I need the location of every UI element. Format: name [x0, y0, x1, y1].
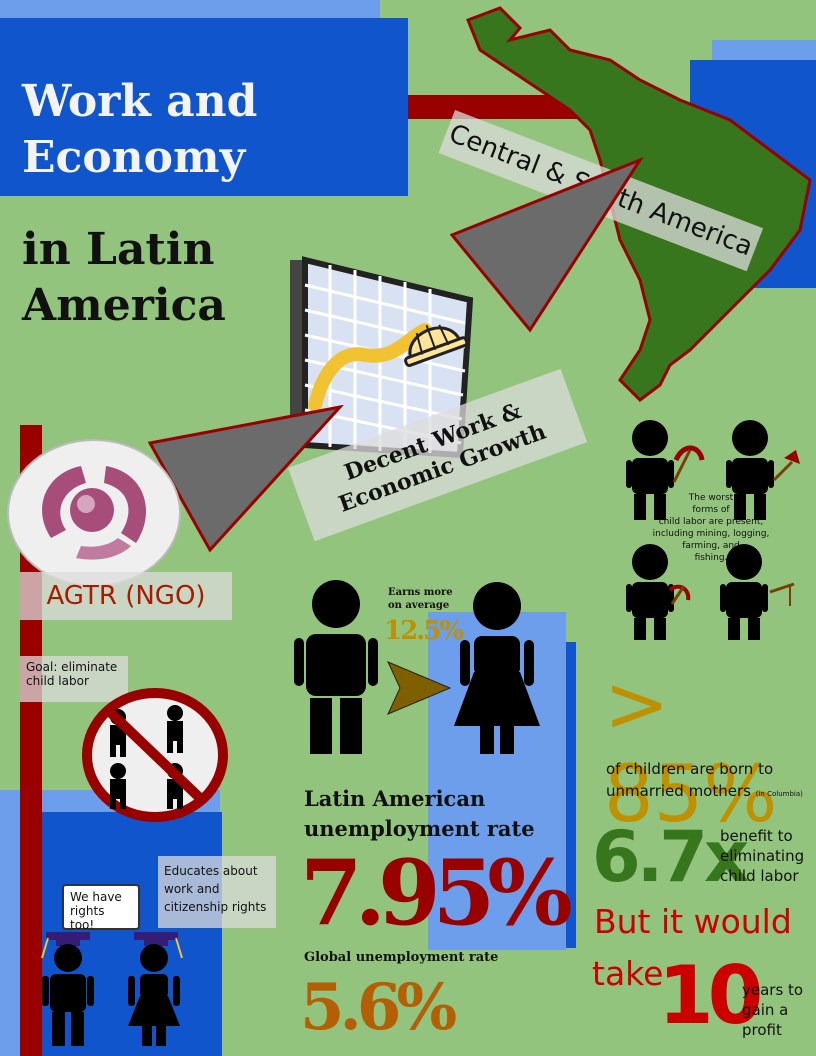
child-labor-line-1: The worst — [688, 493, 734, 503]
benefit-text: benefit to eliminating child labor — [720, 826, 804, 886]
right-light-blue-band — [712, 40, 816, 60]
child-labor-line-6: fishing. — [694, 553, 728, 563]
births-value: > 85% — [604, 660, 778, 840]
earns-more-note: Earns more on average — [388, 586, 453, 612]
years-value: 10 — [658, 949, 763, 1042]
years-line-2: gain a — [742, 1001, 789, 1019]
graduate-girl-icon — [128, 932, 183, 1046]
woman-figure-icon — [454, 582, 540, 754]
educates-line-2: work and — [164, 882, 220, 896]
take-text: take — [592, 954, 664, 993]
page-title: Work and Economy — [22, 74, 257, 186]
pay-gap-value: 12.5% — [384, 616, 464, 646]
benefit-line-3: child labor — [720, 867, 799, 885]
no-child-labor-sign-icon — [82, 688, 228, 822]
benefit-line-2: eliminating — [720, 847, 805, 865]
births-text: of children are born to unmarried mother… — [606, 758, 803, 805]
title-line-4: America — [22, 280, 226, 331]
graduate-boy-icon — [41, 932, 94, 1046]
top-light-blue-band — [0, 0, 380, 18]
man-figure-icon — [294, 580, 378, 754]
years-line-1: years to — [742, 981, 804, 999]
agtr-logo-icon — [7, 439, 181, 587]
latin-unemployment-value: 7.95% — [300, 840, 573, 946]
agtr-name-text: AGTR (NGO) — [46, 581, 206, 611]
map-callout-triangle — [450, 156, 644, 333]
agtr-name-label: AGTR (NGO) — [20, 572, 232, 620]
child-labor-line-5: farming, and — [682, 541, 740, 551]
educates-label: Educates about work and citizenship righ… — [158, 856, 276, 928]
growth-chart-screen-icon — [290, 256, 474, 459]
goal-label: Goal: eliminate child labor — [20, 656, 128, 702]
child-labor-text: The worst forms of child labor are prese… — [646, 492, 776, 564]
child-labor-figures-icon — [626, 420, 800, 640]
child-labor-line-3: child labor are present, — [658, 517, 764, 527]
latin-unemployment-line-2: unemployment rate — [304, 816, 535, 841]
speech-line-2: rights too! — [70, 904, 105, 932]
greater-than-icon — [387, 661, 452, 715]
but-it-would-text: But it would — [594, 902, 792, 941]
goal-line-1: Goal: eliminate — [26, 660, 118, 674]
earns-more-line-2: on average — [388, 600, 450, 611]
benefit-line-1: benefit to — [720, 827, 793, 845]
title-line-2: Economy — [22, 132, 246, 183]
births-note: (in Columbia) — [755, 790, 803, 798]
sdg-callout-triangle — [147, 405, 344, 553]
global-unemployment-value: 5.6% — [300, 970, 457, 1045]
educates-line-3: citizenship rights — [164, 900, 267, 914]
goal-line-2: child labor — [26, 674, 89, 688]
latin-unemployment-label: Latin American unemployment rate — [304, 784, 535, 844]
years-line-3: profit — [742, 1021, 782, 1039]
hard-hat-icon — [404, 324, 468, 367]
speech-line-1: We have — [70, 890, 122, 904]
latin-unemployment-line-1: Latin American — [304, 786, 486, 811]
educates-line-1: Educates about — [164, 864, 258, 878]
global-unemployment-label: Global unemployment rate — [304, 950, 499, 965]
title-blue-block — [0, 18, 408, 196]
title-line-1: Work and — [22, 76, 258, 127]
years-text: years to gain a profit — [742, 980, 803, 1040]
child-labor-line-2: forms of — [692, 505, 730, 515]
earns-more-line-1: Earns more — [388, 587, 453, 598]
page-subtitle: in Latin America — [22, 222, 226, 334]
births-line-2: unmarried mothers — [606, 782, 751, 800]
speech-bubble: We have rights too! — [62, 884, 140, 932]
child-labor-line-4: including mining, logging, — [652, 529, 770, 539]
benefit-value: 6.7x — [592, 816, 749, 898]
births-line-1: of children are born to — [606, 760, 774, 778]
title-line-3: in Latin — [22, 224, 215, 275]
